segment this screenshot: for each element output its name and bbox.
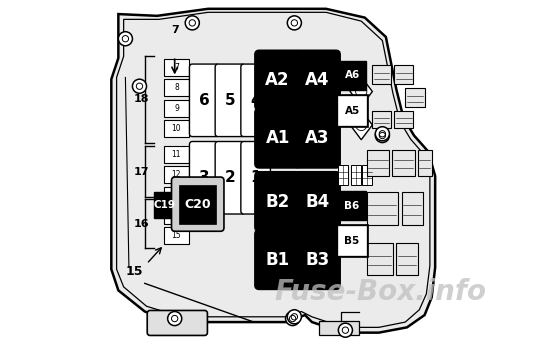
- Text: A1: A1: [266, 129, 290, 147]
- Bar: [397, 243, 417, 275]
- Text: Fuse-Box.info: Fuse-Box.info: [274, 278, 487, 306]
- Text: 9: 9: [174, 103, 179, 113]
- FancyBboxPatch shape: [215, 64, 245, 137]
- Text: A5: A5: [344, 106, 360, 115]
- Bar: [405, 88, 425, 107]
- Bar: [372, 111, 391, 128]
- Text: 15: 15: [125, 265, 143, 277]
- Circle shape: [285, 312, 300, 326]
- Bar: [164, 187, 189, 203]
- Text: 2: 2: [224, 170, 235, 185]
- Text: 1: 1: [250, 170, 261, 185]
- Text: A6: A6: [344, 70, 360, 80]
- FancyBboxPatch shape: [172, 177, 224, 231]
- FancyBboxPatch shape: [215, 142, 245, 214]
- Bar: [164, 79, 189, 96]
- Bar: [153, 192, 177, 218]
- Circle shape: [287, 16, 301, 30]
- Text: B2: B2: [266, 193, 290, 210]
- Bar: [164, 59, 189, 76]
- FancyBboxPatch shape: [255, 108, 300, 168]
- Bar: [336, 94, 368, 127]
- Text: 12: 12: [172, 170, 181, 179]
- Text: 8: 8: [174, 83, 179, 92]
- Text: C20: C20: [184, 198, 211, 210]
- Bar: [338, 165, 348, 185]
- Bar: [402, 192, 423, 225]
- Bar: [394, 111, 414, 128]
- Text: A2: A2: [266, 71, 290, 89]
- FancyBboxPatch shape: [189, 142, 219, 214]
- Circle shape: [133, 79, 146, 93]
- Circle shape: [185, 16, 199, 30]
- Text: 11: 11: [172, 150, 181, 159]
- Circle shape: [338, 323, 353, 337]
- Bar: [351, 229, 361, 248]
- Bar: [366, 150, 389, 176]
- Bar: [338, 96, 366, 125]
- FancyBboxPatch shape: [241, 142, 271, 214]
- FancyBboxPatch shape: [295, 172, 340, 231]
- Text: 15: 15: [172, 231, 182, 240]
- Text: B6: B6: [344, 201, 360, 210]
- Bar: [392, 150, 415, 176]
- FancyBboxPatch shape: [189, 64, 219, 137]
- Bar: [366, 192, 398, 225]
- FancyBboxPatch shape: [295, 50, 340, 110]
- Text: 16: 16: [134, 219, 149, 228]
- Text: B1: B1: [266, 251, 290, 269]
- Text: 13: 13: [172, 190, 182, 200]
- Bar: [362, 165, 372, 185]
- Bar: [336, 224, 368, 257]
- Bar: [179, 185, 216, 224]
- Circle shape: [375, 128, 389, 143]
- Bar: [372, 65, 391, 84]
- Text: 7: 7: [171, 25, 179, 35]
- Text: A4: A4: [305, 71, 329, 89]
- Bar: [338, 61, 366, 90]
- Circle shape: [118, 32, 133, 46]
- Bar: [319, 321, 360, 335]
- Text: 14: 14: [172, 211, 182, 220]
- Circle shape: [168, 312, 182, 326]
- Text: 10: 10: [172, 124, 182, 133]
- Circle shape: [375, 127, 389, 141]
- FancyBboxPatch shape: [255, 230, 300, 289]
- Bar: [338, 191, 366, 220]
- FancyBboxPatch shape: [295, 230, 340, 289]
- Circle shape: [287, 310, 301, 324]
- Text: 4: 4: [250, 93, 261, 108]
- Bar: [164, 166, 189, 183]
- FancyBboxPatch shape: [255, 50, 300, 110]
- Polygon shape: [350, 110, 372, 140]
- Bar: [394, 65, 414, 84]
- Bar: [366, 243, 393, 275]
- Bar: [417, 150, 432, 176]
- FancyBboxPatch shape: [295, 108, 340, 168]
- Bar: [164, 207, 189, 224]
- Text: 5: 5: [224, 93, 235, 108]
- Text: B3: B3: [305, 251, 329, 269]
- Bar: [338, 226, 366, 255]
- Text: B5: B5: [344, 236, 360, 246]
- Bar: [338, 229, 348, 248]
- Text: 3: 3: [199, 170, 210, 185]
- Bar: [351, 165, 361, 185]
- FancyBboxPatch shape: [255, 172, 300, 231]
- Text: 17: 17: [134, 166, 149, 177]
- Bar: [164, 100, 189, 117]
- Text: B4: B4: [305, 193, 329, 210]
- Polygon shape: [350, 77, 372, 106]
- Text: 18: 18: [134, 94, 149, 105]
- FancyBboxPatch shape: [147, 310, 207, 335]
- FancyBboxPatch shape: [241, 64, 271, 137]
- Text: 6: 6: [199, 93, 210, 108]
- Text: C19: C19: [154, 200, 176, 210]
- Text: 7: 7: [174, 63, 179, 72]
- Bar: [164, 227, 189, 244]
- Text: A3: A3: [305, 129, 329, 147]
- Bar: [164, 120, 189, 137]
- Bar: [164, 146, 189, 163]
- Polygon shape: [111, 9, 435, 333]
